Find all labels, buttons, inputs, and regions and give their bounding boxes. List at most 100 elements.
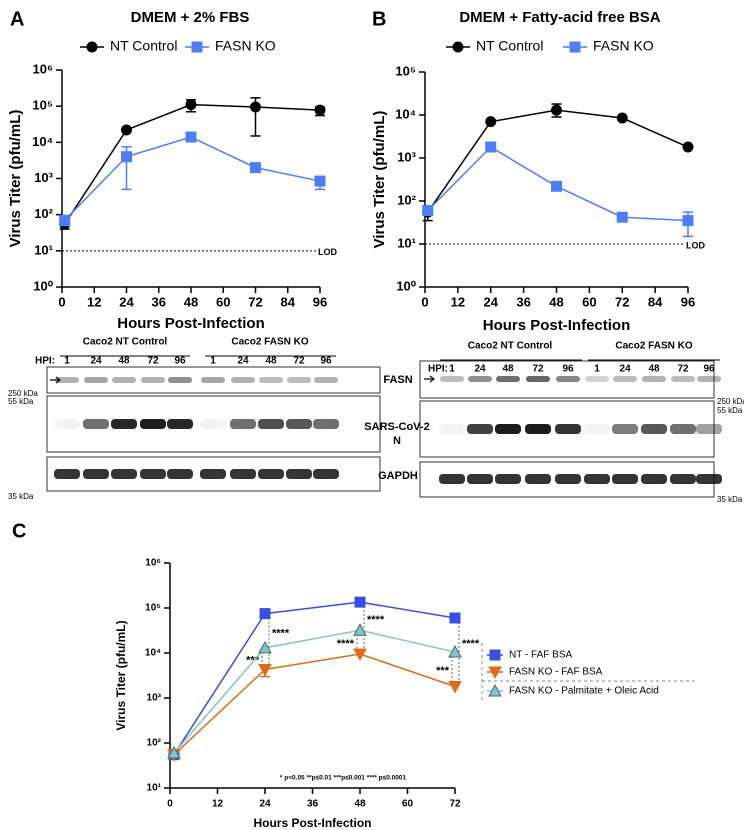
data-point — [185, 131, 197, 143]
blot-band — [584, 424, 610, 434]
blot-band — [467, 474, 493, 484]
data-point — [259, 608, 271, 620]
data-point — [121, 151, 132, 163]
blot-band — [439, 474, 465, 484]
mw-marker: 35 kDa — [8, 492, 34, 501]
blot-band — [495, 424, 521, 434]
blot-band — [286, 419, 312, 429]
blot-band — [168, 377, 192, 383]
data-point — [167, 745, 181, 759]
data-point — [616, 112, 628, 124]
legend-label: FASN KO - Palmitate + Oleic Acid — [509, 686, 659, 697]
y-axis-label: Virus Titer (pfu/mL) — [114, 620, 128, 730]
data-point — [354, 596, 366, 608]
data-point — [449, 612, 461, 624]
blot-band — [612, 424, 638, 434]
x-tick-label: 24 — [119, 294, 134, 309]
lane-label: 48 — [265, 356, 277, 367]
blot-band — [585, 376, 609, 382]
y-tick-label: 10¹ — [34, 242, 53, 257]
x-axis-label: Hours Post-Infection — [117, 315, 265, 332]
lane-group: Caco2 FASN KO — [231, 337, 308, 348]
blot-band — [54, 469, 80, 479]
x-tick-label: 84 — [648, 294, 663, 309]
blot-target: GAPDH — [378, 470, 418, 482]
x-tick-label: 60 — [582, 294, 596, 309]
y-tick-label: 10⁴ — [32, 134, 53, 149]
mw-marker: 35 kDa — [717, 495, 743, 504]
significance-label: **** — [462, 638, 480, 650]
data-point — [485, 141, 497, 153]
x-tick-label: 24 — [484, 294, 499, 309]
lane-label: 1 — [210, 356, 216, 367]
blot-band — [200, 469, 226, 479]
x-tick-label: 96 — [313, 294, 327, 309]
lane-group: Caco2 FASN KO — [615, 341, 692, 352]
series-line — [64, 103, 321, 225]
blot-band — [140, 469, 166, 479]
footnote: * p<0.05 **p≤0.01 ***p≤0.001 **** p≤0.00… — [280, 775, 407, 782]
blot-band — [314, 377, 338, 383]
lane-group: Caco2 NT Control — [83, 337, 168, 348]
lane-label: 72 — [147, 356, 159, 367]
blot-band — [468, 376, 492, 382]
data-point — [258, 663, 272, 677]
blot-band — [83, 469, 109, 479]
lane-group: Caco2 NT Control — [468, 341, 553, 352]
blot-band — [55, 377, 79, 383]
x-tick-label: 60 — [216, 294, 230, 309]
y-tick-label: 10³ — [34, 170, 53, 185]
y-tick-label: 10⁰ — [33, 278, 53, 293]
chart-panel: C Hours Post-Infection Virus Titer (pfu/mL… — [12, 520, 695, 830]
panel-label: C — [12, 520, 26, 542]
chart-title: DMEM + Fatty-acid free BSA — [459, 9, 660, 26]
blot-band — [258, 419, 284, 429]
blot-band — [140, 419, 166, 429]
legend-label: NT Control — [476, 38, 543, 54]
y-tick-label: 10³ — [147, 693, 162, 704]
western-blot: HPI: Caco2 NT Control Caco2 FASN KO 1 24 48 72… — [8, 337, 339, 501]
blot-band — [287, 377, 311, 383]
x-tick-label: 36 — [152, 294, 166, 309]
significance-label: **** — [367, 614, 385, 626]
data-point — [551, 104, 562, 116]
x-tick-label: 48 — [184, 294, 198, 309]
data-point — [250, 101, 261, 113]
blot-band — [670, 424, 696, 434]
lane-label: 24 — [619, 364, 631, 375]
x-axis-label: Hours Post-Infection — [253, 816, 371, 830]
blot-band — [641, 474, 667, 484]
data-point — [682, 141, 694, 153]
blot-band — [642, 376, 666, 382]
x-axis-label: Hours Post-Infection — [483, 317, 631, 334]
blot-band — [439, 424, 465, 434]
blot-band — [613, 376, 637, 382]
blot-band — [258, 469, 284, 479]
blot-band — [467, 424, 493, 434]
legend-label: NT Control — [110, 38, 177, 54]
x-tick-label: 0 — [58, 294, 65, 309]
y-tick-label: 10¹ — [147, 783, 162, 794]
data-point — [250, 162, 261, 174]
blot-band — [555, 424, 581, 434]
lane-label: 96 — [562, 364, 574, 375]
x-tick-label: 60 — [402, 799, 414, 810]
series-line — [173, 601, 456, 756]
lane-label: 1 — [449, 364, 455, 375]
blot-band — [167, 419, 193, 429]
mw-marker: 250 kDa — [8, 389, 38, 398]
lane-label: 48 — [118, 356, 130, 367]
blot-band — [671, 376, 695, 382]
data-point — [682, 215, 694, 227]
legend-label: FASN KO - FAF BSA — [509, 667, 603, 678]
reference-label: LOD — [318, 247, 337, 257]
blot-band — [496, 376, 520, 382]
y-tick-label: 10⁵ — [145, 603, 161, 614]
legend-marker — [488, 666, 502, 680]
lane-label: 96 — [320, 356, 332, 367]
mw-marker: 55 kDa — [8, 397, 34, 406]
blot-band — [526, 376, 550, 382]
blot-band — [111, 419, 137, 429]
